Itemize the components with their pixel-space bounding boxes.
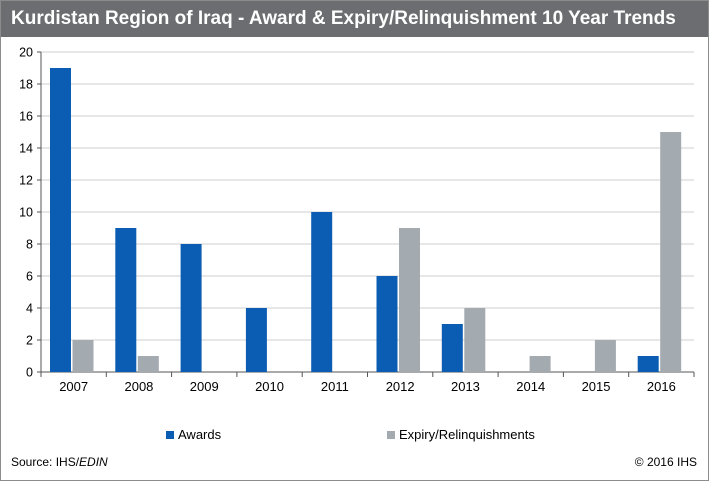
x-tick-label: 2012: [386, 379, 415, 394]
bar-expiry-2016: [660, 132, 682, 372]
chart-title: Kurdistan Region of Iraq - Award & Expir…: [11, 8, 676, 29]
bar-awards-2012: [376, 276, 398, 372]
y-tick-label: 16: [19, 110, 33, 124]
y-tick-label: 8: [26, 238, 33, 252]
legend-awards-label: Awards: [178, 427, 222, 442]
bar-awards-2009: [180, 244, 202, 372]
bar-awards-2016: [637, 356, 659, 372]
x-tick-label: 2016: [647, 379, 676, 394]
bar-expiry-2007: [72, 340, 94, 372]
source-prefix: Source: IHS/: [11, 455, 80, 469]
y-tick-label: 6: [26, 270, 33, 284]
source-italic: EDIN: [79, 455, 108, 469]
bar-expiry-2015: [594, 340, 616, 372]
legend-awards: Awards: [166, 427, 221, 442]
legend-expiry-swatch: [387, 430, 395, 439]
x-tick-label: 2010: [255, 379, 284, 394]
y-tick-label: 4: [26, 302, 33, 316]
y-tick-label: 14: [19, 142, 33, 156]
x-tick-label: 2007: [59, 379, 88, 394]
bar-expiry-2014: [529, 356, 551, 372]
bar-expiry-2008: [137, 356, 159, 372]
x-tick-label: 2008: [124, 379, 153, 394]
bar-awards-2007: [50, 68, 71, 372]
copyright-note: © 2016 IHS: [634, 455, 697, 469]
bar-expiry-2012: [399, 228, 420, 372]
bar-awards-2011: [311, 212, 333, 372]
title-bar: Kurdistan Region of Iraq - Award & Expir…: [1, 1, 708, 37]
x-tick-label: 2009: [190, 379, 219, 394]
y-tick-label: 18: [19, 78, 33, 92]
bar-awards-2013: [441, 324, 463, 372]
source-note: Source: IHS/EDIN: [11, 455, 108, 469]
x-tick-label: 2014: [516, 379, 545, 394]
legend-expiry-label: Expiry/Relinquishments: [399, 427, 535, 442]
bar-awards-2010: [245, 308, 267, 372]
y-tick-label: 0: [26, 366, 33, 380]
bar-expiry-2013: [464, 308, 486, 372]
y-tick-label: 12: [19, 174, 33, 188]
x-tick-label: 2011: [321, 379, 349, 394]
legend-expiry: Expiry/Relinquishments: [387, 427, 535, 442]
x-tick-label: 2013: [451, 379, 480, 394]
legend-awards-swatch: [166, 430, 174, 439]
y-tick-label: 2: [26, 334, 33, 348]
y-tick-label: 20: [19, 46, 33, 60]
y-tick-label: 10: [19, 206, 33, 220]
bar-awards-2008: [115, 228, 137, 372]
x-tick-label: 2015: [582, 379, 611, 394]
